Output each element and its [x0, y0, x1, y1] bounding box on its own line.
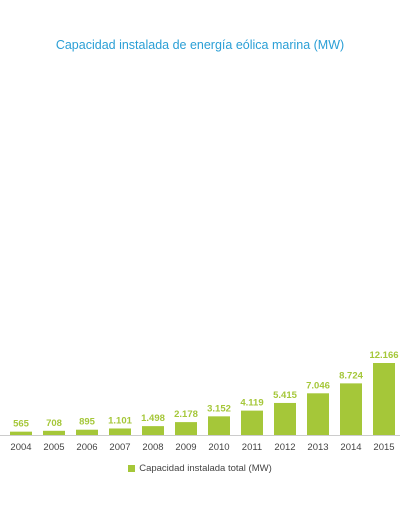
value-label-2015: 12.166: [369, 350, 398, 361]
bar-2009: [175, 422, 197, 435]
value-label-2004: 565: [13, 419, 30, 430]
chart-title: Capacidad instalada de energía eólica ma…: [55, 38, 345, 52]
tick-label-2012: 2012: [274, 442, 295, 453]
tick-label-2006: 2006: [76, 442, 97, 453]
value-label-2013: 7.046: [306, 380, 330, 391]
value-label-2007: 1.101: [108, 415, 132, 426]
tick-label-2014: 2014: [340, 442, 361, 453]
tick-label-2004: 2004: [10, 442, 31, 453]
legend-swatch: [128, 465, 136, 472]
bar-2004: [10, 431, 32, 435]
tick-label-2010: 2010: [208, 442, 229, 453]
tick-label-2011: 2011: [242, 442, 262, 453]
bar-2007: [109, 428, 131, 435]
value-label-2009: 2.178: [174, 409, 198, 420]
bar-2012: [274, 402, 296, 435]
value-label-2011: 4.119: [240, 398, 263, 409]
bar-2011: [241, 410, 263, 435]
value-label-2008: 1.498: [141, 413, 165, 424]
bar-2010: [208, 416, 230, 435]
tick-label-2009: 2009: [175, 442, 196, 453]
bar-2013: [307, 393, 329, 435]
bar-2006: [76, 429, 98, 435]
value-label-2014: 8.724: [339, 370, 363, 381]
value-label-2010: 3.152: [207, 403, 231, 414]
bar-2005: [43, 430, 65, 435]
tick-label-2015: 2015: [373, 442, 394, 453]
tick-label-2008: 2008: [142, 442, 163, 453]
legend-label: Capacidad instalada total (MW): [139, 463, 272, 474]
bar-2015: [373, 363, 395, 435]
bar-2008: [142, 426, 164, 435]
value-label-2006: 895: [79, 417, 96, 428]
value-label-2005: 708: [46, 418, 62, 429]
value-label-2012: 5.415: [273, 390, 297, 401]
tick-label-2007: 2007: [109, 442, 130, 453]
legend: Capacidad instalada total (MW): [0, 463, 400, 474]
bar-2014: [340, 383, 362, 435]
tick-label-2013: 2013: [307, 442, 328, 453]
tick-label-2005: 2005: [43, 442, 64, 453]
